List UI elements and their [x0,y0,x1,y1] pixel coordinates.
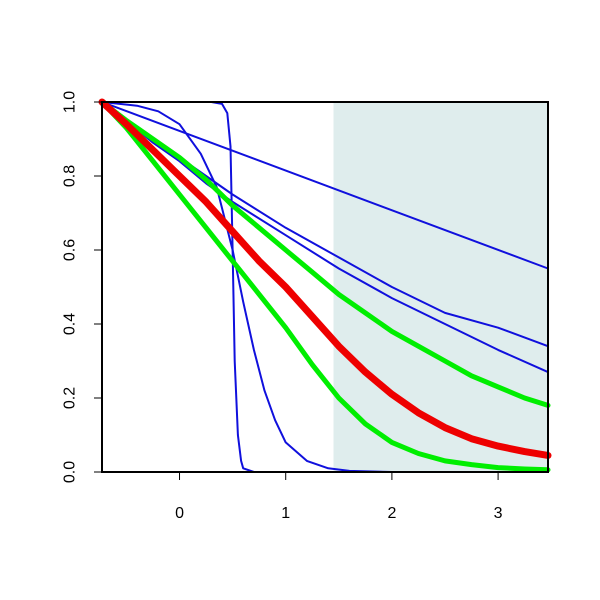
series-line-3 [101,101,549,374]
x-tick-label: 1 [281,505,290,522]
x-tick-label: 3 [494,505,503,522]
series-line-7 [99,99,551,473]
y-tick-label: 0.6 [62,239,79,261]
y-tick-label: 0.4 [62,313,79,335]
y-tick-label: 1.0 [62,91,79,113]
axes-layer: 0 1 2 3 0.0 0.2 0.4 0.6 0.8 1.0 [62,91,503,522]
series-line-8 [98,98,552,459]
shaded-region [333,102,548,472]
plot-box [101,101,549,473]
series-layer [98,98,552,473]
y-tick-label: 0.8 [62,165,79,187]
series-line-5 [101,101,549,270]
x-tick-label: 0 [175,505,184,522]
x-tick-label: 2 [387,505,396,522]
y-tick-label: 0.0 [62,461,79,483]
series-line-6 [99,99,551,408]
series-line-1 [101,101,549,473]
series-line-2 [101,101,549,473]
y-tick-label: 0.2 [62,387,79,409]
